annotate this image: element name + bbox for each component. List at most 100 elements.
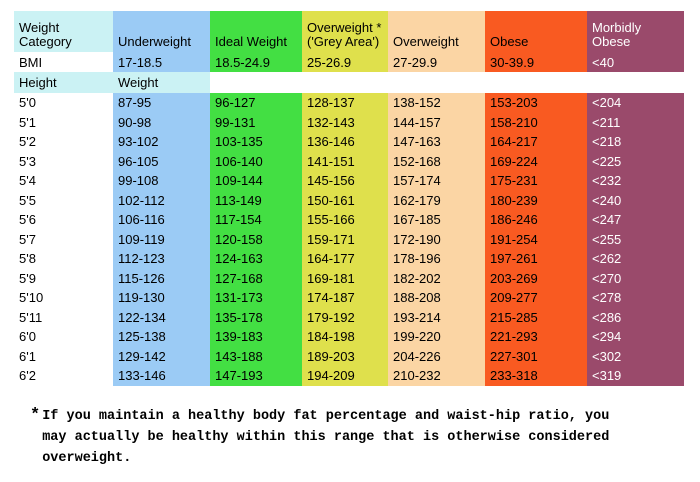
weight-range-cell-ideal-weight: 124-163 [210, 249, 302, 269]
weight-range-cell-overweight: 199-220 [388, 327, 485, 347]
weight-range-cell-overweight-grey-area: 169-181 [302, 268, 388, 288]
column-header-ideal-weight: Ideal Weight [210, 11, 302, 52]
weight-range-cell-underweight: 99-108 [113, 171, 210, 191]
bmi-range-morbidly-obese: <40 [587, 52, 684, 72]
weight-range-cell-overweight: 210-232 [388, 366, 485, 386]
weight-range-cell-underweight: 119-130 [113, 288, 210, 308]
weight-range-cell-ideal-weight: 99-131 [210, 112, 302, 132]
column-header-weight-category: Weight Category [14, 11, 113, 52]
weight-range-cell-ideal-weight: 147-193 [210, 366, 302, 386]
subheader-empty-cell [210, 72, 302, 93]
weight-range-cell-morbidly-obese: <294 [587, 327, 684, 347]
weight-range-cell-overweight-grey-area: 150-161 [302, 190, 388, 210]
weight-range-cell-morbidly-obese: <232 [587, 171, 684, 191]
height-cell: 5'11 [14, 307, 113, 327]
weight-range-cell-obese: 158-210 [485, 112, 587, 132]
weight-range-cell-overweight-grey-area: 128-137 [302, 93, 388, 113]
weight-range-cell-overweight-grey-area: 184-198 [302, 327, 388, 347]
subheader-empty-cell [388, 72, 485, 93]
weight-range-cell-morbidly-obese: <278 [587, 288, 684, 308]
weight-range-cell-overweight: 152-168 [388, 151, 485, 171]
weight-range-cell-obese: 227-301 [485, 346, 587, 366]
subheader-height-label: Height [14, 72, 113, 93]
height-cell: 5'0 [14, 93, 113, 113]
weight-range-cell-obese: 215-285 [485, 307, 587, 327]
weight-range-cell-morbidly-obese: <262 [587, 249, 684, 269]
weight-range-cell-ideal-weight: 139-183 [210, 327, 302, 347]
weight-range-cell-overweight: 188-208 [388, 288, 485, 308]
weight-range-cell-overweight-grey-area: 141-151 [302, 151, 388, 171]
weight-range-cell-overweight-grey-area: 136-146 [302, 132, 388, 152]
weight-range-cell-obese: 169-224 [485, 151, 587, 171]
bmi-range-underweight: 17-18.5 [113, 52, 210, 72]
weight-range-cell-overweight: 167-185 [388, 210, 485, 230]
weight-range-cell-overweight-grey-area: 155-166 [302, 210, 388, 230]
weight-range-cell-overweight-grey-area: 189-203 [302, 346, 388, 366]
weight-range-cell-morbidly-obese: <270 [587, 268, 684, 288]
column-header-overweight: Overweight [388, 11, 485, 52]
subheader-empty-cell [587, 72, 684, 93]
weight-range-cell-obese: 164-217 [485, 132, 587, 152]
weight-range-cell-overweight-grey-area: 132-143 [302, 112, 388, 132]
weight-range-cell-obese: 191-254 [485, 229, 587, 249]
weight-range-cell-overweight: 182-202 [388, 268, 485, 288]
weight-range-cell-underweight: 112-123 [113, 249, 210, 269]
weight-range-cell-underweight: 93-102 [113, 132, 210, 152]
height-cell: 5'3 [14, 151, 113, 171]
weight-range-cell-morbidly-obese: <255 [587, 229, 684, 249]
weight-range-cell-underweight: 125-138 [113, 327, 210, 347]
weight-range-cell-underweight: 106-116 [113, 210, 210, 230]
weight-range-cell-overweight: 144-157 [388, 112, 485, 132]
weight-range-cell-overweight: 138-152 [388, 93, 485, 113]
weight-range-cell-overweight-grey-area: 145-156 [302, 171, 388, 191]
column-header-morbidly-obese: Morbidly Obese [587, 11, 684, 52]
bmi-row-label: BMI [14, 52, 113, 72]
bmi-range-overweight-grey-area: 25-26.9 [302, 52, 388, 72]
weight-range-cell-morbidly-obese: <319 [587, 366, 684, 386]
bmi-range-overweight: 27-29.9 [388, 52, 485, 72]
weight-range-cell-obese: 175-231 [485, 171, 587, 191]
weight-range-cell-morbidly-obese: <218 [587, 132, 684, 152]
weight-range-cell-ideal-weight: 131-173 [210, 288, 302, 308]
weight-range-cell-ideal-weight: 127-168 [210, 268, 302, 288]
height-cell: 5'1 [14, 112, 113, 132]
weight-range-cell-underweight: 90-98 [113, 112, 210, 132]
weight-range-cell-morbidly-obese: <240 [587, 190, 684, 210]
weight-range-cell-obese: 153-203 [485, 93, 587, 113]
weight-range-cell-overweight: 193-214 [388, 307, 485, 327]
column-header-overweight-grey-area: Overweight * ('Grey Area') [302, 11, 388, 52]
weight-range-cell-ideal-weight: 135-178 [210, 307, 302, 327]
weight-range-cell-obese: 203-269 [485, 268, 587, 288]
bmi-range-obese: 30-39.9 [485, 52, 587, 72]
weight-range-cell-obese: 180-239 [485, 190, 587, 210]
weight-range-cell-overweight: 147-163 [388, 132, 485, 152]
weight-range-cell-ideal-weight: 103-135 [210, 132, 302, 152]
weight-range-cell-underweight: 115-126 [113, 268, 210, 288]
subheader-weight-label: Weight [113, 72, 210, 93]
weight-range-cell-overweight: 162-179 [388, 190, 485, 210]
weight-range-cell-underweight: 129-142 [113, 346, 210, 366]
weight-range-cell-overweight-grey-area: 159-171 [302, 229, 388, 249]
weight-range-cell-ideal-weight: 117-154 [210, 210, 302, 230]
weight-range-cell-underweight: 87-95 [113, 93, 210, 113]
column-header-obese: Obese [485, 11, 587, 52]
weight-range-cell-overweight-grey-area: 174-187 [302, 288, 388, 308]
weight-range-cell-underweight: 109-119 [113, 229, 210, 249]
weight-range-cell-overweight: 204-226 [388, 346, 485, 366]
weight-range-cell-morbidly-obese: <211 [587, 112, 684, 132]
height-cell: 5'2 [14, 132, 113, 152]
column-header-underweight: Underweight [113, 11, 210, 52]
weight-range-cell-underweight: 122-134 [113, 307, 210, 327]
footnote-text: If you maintain a healthy body fat perce… [42, 409, 610, 466]
weight-range-cell-morbidly-obese: <247 [587, 210, 684, 230]
height-cell: 5'5 [14, 190, 113, 210]
weight-range-cell-ideal-weight: 106-140 [210, 151, 302, 171]
height-cell: 5'9 [14, 268, 113, 288]
height-cell: 5'7 [14, 229, 113, 249]
footnote: * If you maintain a healthy body fat per… [30, 406, 609, 469]
weight-range-cell-obese: 221-293 [485, 327, 587, 347]
weight-range-cell-overweight-grey-area: 179-192 [302, 307, 388, 327]
weight-range-cell-ideal-weight: 96-127 [210, 93, 302, 113]
height-cell: 6'0 [14, 327, 113, 347]
height-cell: 6'2 [14, 366, 113, 386]
